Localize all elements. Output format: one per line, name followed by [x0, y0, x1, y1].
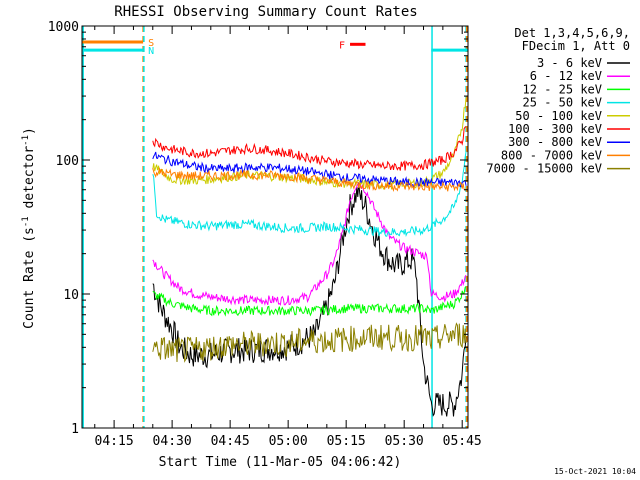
x-tick-label: 05:00 [269, 434, 308, 449]
legend-label-25-50-kev: 25 - 50 keV [523, 96, 602, 110]
series-line-7000-15000-kev [152, 322, 467, 363]
legend-header-line2: FDecim 1, Att 0 [522, 39, 630, 53]
legend-label-7000-15000-kev: 7000 - 15000 keV [486, 162, 602, 176]
legend-label-3-6-kev: 3 - 6 keV [537, 56, 602, 70]
x-tick-label: 05:45 [443, 434, 482, 449]
y-axis: 1 10 100 1000 [48, 20, 468, 437]
y-tick-label: 10 [63, 288, 79, 303]
legend-label-100-300-kev: 100 - 300 keV [508, 122, 602, 136]
legend-label-300-800-kev: 300 - 800 keV [508, 135, 602, 149]
flag-label-f: F [339, 40, 345, 51]
x-tick-label: 04:45 [211, 434, 250, 449]
plot-frame [81, 25, 469, 429]
series-line-25-50-kev [152, 151, 467, 238]
y-tick-label: 100 [56, 154, 79, 169]
series-lines [152, 97, 467, 417]
legend-label-50-100-kev: 50 - 100 keV [515, 109, 602, 123]
legend-header-line1: Det 1,3,4,5,6,9, [514, 26, 630, 40]
y-axis-label-end: ) [22, 127, 37, 135]
legend-label-6-12-kev: 6 - 12 keV [530, 69, 602, 83]
legend-label-12-25-kev: 12 - 25 keV [523, 82, 602, 96]
y-axis-label-main: Count Rate (s [22, 227, 37, 329]
y-tick-label: 1 [71, 422, 79, 437]
plot-area: SN F [81, 25, 469, 429]
x-tick-label: 04:30 [153, 434, 192, 449]
series-line-100-300-kev [152, 126, 467, 171]
y-axis-label-mid: detector [22, 146, 37, 217]
y-axis-label-sup2: -1 [21, 135, 31, 146]
series-line-800-7000-kev [152, 167, 467, 192]
series-line-12-25-kev [152, 286, 467, 317]
flag-bars: SN F [82, 38, 468, 57]
x-tick-label: 04:15 [95, 434, 134, 449]
series-line-6-12-kev [152, 182, 467, 306]
x-tick-label: 05:15 [327, 434, 366, 449]
y-axis-label: Count Rate (s-1 detector-1) [21, 127, 37, 329]
legend-label-800-7000-kev: 800 - 7000 keV [501, 148, 602, 162]
timestamp: 15-Oct-2021 10:04 [554, 467, 636, 476]
x-tick-label: 05:30 [385, 434, 424, 449]
vertical-markers [82, 26, 468, 428]
x-axis-label: Start Time (11-Mar-05 04:06:42) [159, 455, 402, 470]
flag-label-s: S [148, 38, 154, 49]
x-axis: 04:15 04:30 04:45 05:00 05:15 05:30 05:45 [94, 26, 482, 449]
flag-label-n: N [148, 46, 154, 57]
chart-title: RHESSI Observing Summary Count Rates [114, 4, 417, 20]
series-line-3-6-kev [152, 182, 467, 417]
series-line-300-800-kev [152, 151, 467, 188]
y-axis-label-sup1: -1 [21, 216, 31, 227]
y-tick-label: 1000 [48, 20, 79, 35]
legend: Det 1,3,4,5,6,9, FDecim 1, Att 0 3 - 6 k… [486, 26, 630, 176]
